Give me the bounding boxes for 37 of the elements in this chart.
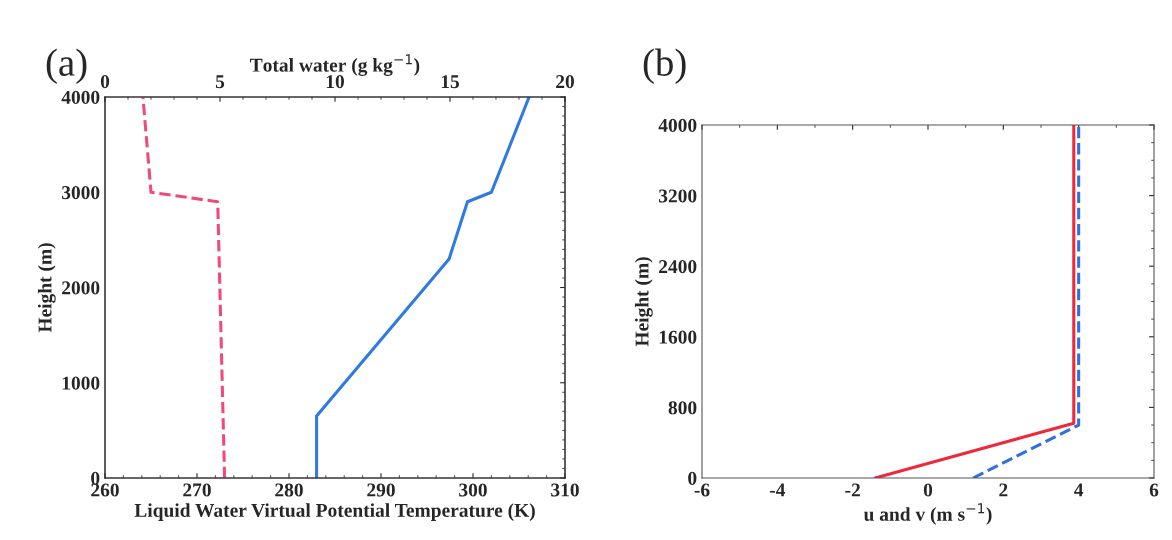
x-tick-label: 290 — [367, 483, 395, 497]
x-axis-title: Liquid Water Virtual Potential Temperature (K) — [134, 503, 535, 521]
y-tick-label: 3200 — [658, 189, 697, 203]
x2-axis-title: Total water (g kg$^{−1}$) — [250, 54, 420, 76]
y-tick-label: 4000 — [61, 90, 100, 104]
y-tick-label: 1000 — [62, 376, 100, 390]
y-axis-title: Height (m) — [37, 243, 56, 333]
x-tick-label: 280 — [275, 483, 303, 497]
line-series — [315, 97, 531, 478]
x-tick-label: 4 — [1074, 483, 1084, 497]
x-tick-label: -4 — [769, 483, 786, 497]
chart-title: (b) — [643, 48, 686, 84]
x-tick-label: 310 — [551, 483, 579, 497]
chart-title: (a) — [46, 48, 87, 84]
x2-tick-label: 0 — [100, 75, 110, 89]
y-tick-label: 2000 — [62, 281, 100, 295]
x2-tick-label: 10 — [326, 75, 344, 89]
x2-tick-label: 5 — [215, 75, 225, 89]
x-axis-title: u and v (m s$^{−1}$) — [863, 503, 992, 525]
x-tick-label: -6 — [694, 483, 710, 497]
y-axis-title: Height (m) — [634, 257, 653, 347]
x-tick-label: 6 — [1149, 483, 1159, 497]
x-tick-label: 260 — [91, 483, 119, 497]
y-tick-label: 3000 — [61, 186, 100, 200]
x-tick-label: 2 — [999, 483, 1008, 497]
y-tick-label: 0 — [688, 471, 697, 485]
x-tick-label: 270 — [183, 483, 211, 497]
y-tick-label: 2400 — [659, 260, 697, 274]
y-tick-label: 4000 — [658, 118, 697, 132]
x2-tick-label: 15 — [441, 75, 460, 89]
x2-tick-label: 20 — [556, 75, 574, 89]
y-tick-label: 1600 — [659, 330, 697, 344]
x-tick-label: 0 — [923, 483, 933, 497]
x-tick-label: -2 — [845, 483, 860, 497]
y-tick-label: 800 — [668, 401, 697, 415]
x-tick-label: 300 — [459, 483, 487, 497]
y-tick-label: 0 — [91, 471, 100, 485]
